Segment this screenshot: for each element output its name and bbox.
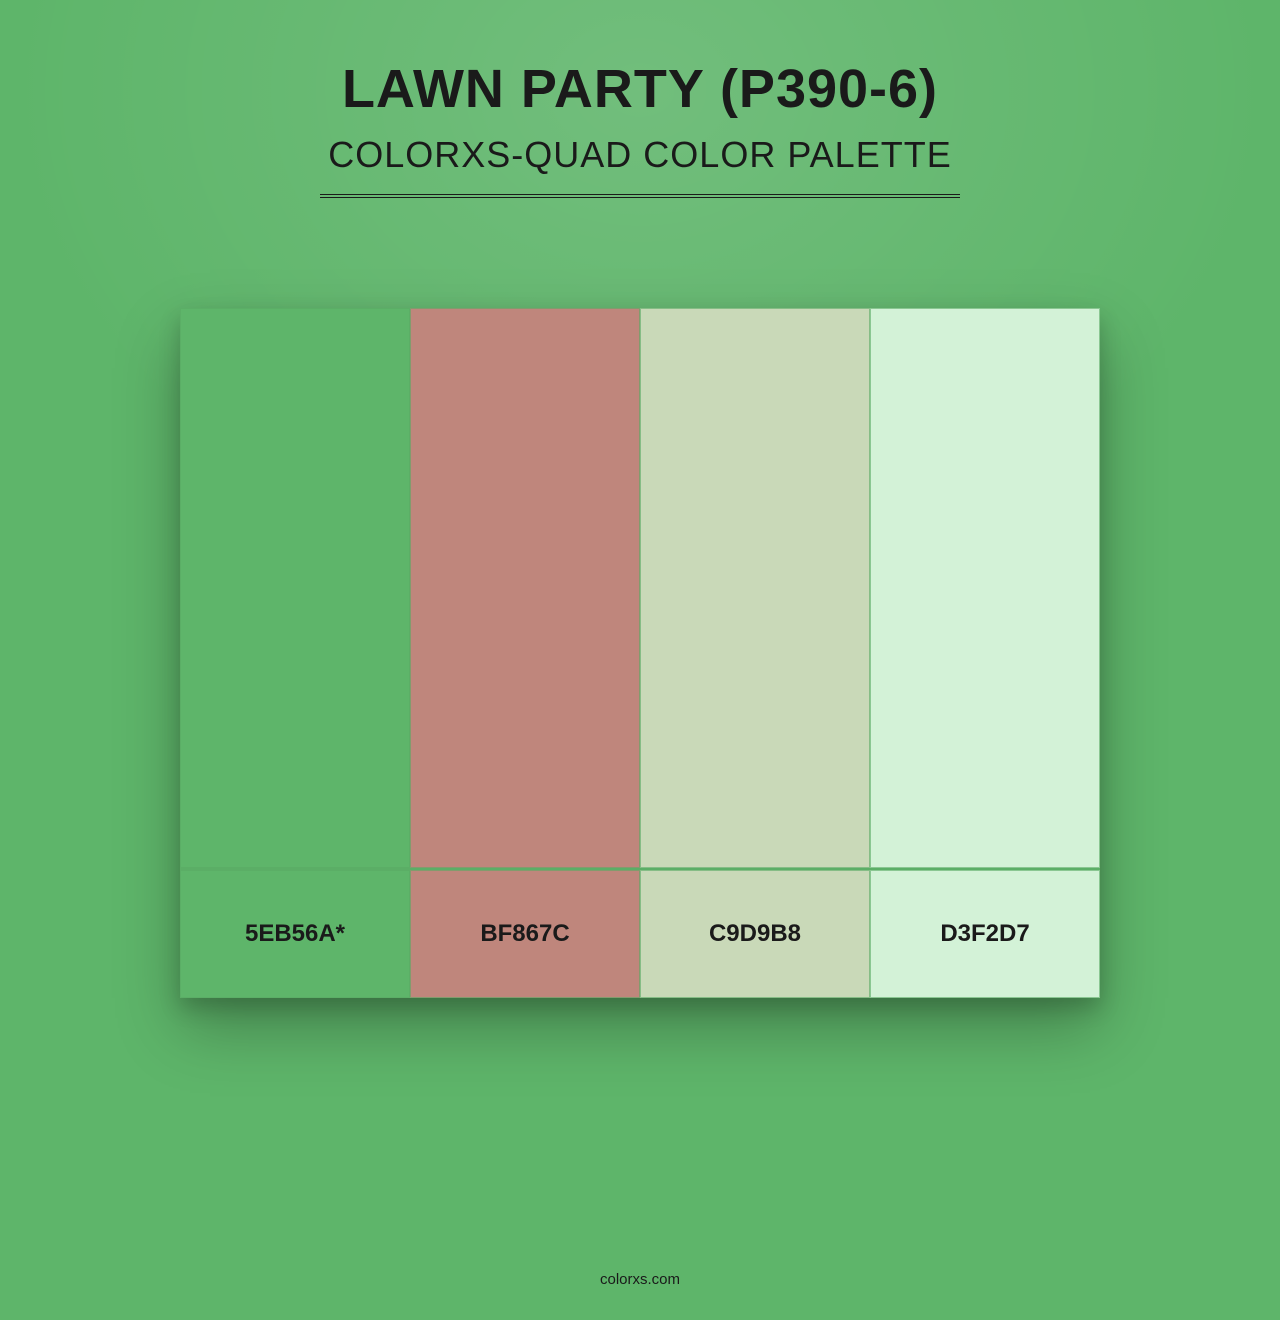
palette-subtitle: COLORXS-QUAD COLOR PALETTE [328, 134, 951, 176]
palette-card: LAWN PARTY (P390-6) COLORXS-QUAD COLOR P… [0, 0, 1280, 1320]
swatch-label-0: 5EB56A* [180, 870, 410, 998]
label-row: 5EB56A* BF867C C9D9B8 D3F2D7 [180, 868, 1100, 998]
swatch-label-3: D3F2D7 [870, 870, 1100, 998]
title-divider [320, 194, 960, 198]
swatch-0 [180, 308, 410, 868]
swatch-label-1: BF867C [410, 870, 640, 998]
swatch-row [180, 308, 1100, 868]
swatch-label-2: C9D9B8 [640, 870, 870, 998]
palette-container: 5EB56A* BF867C C9D9B8 D3F2D7 [180, 308, 1100, 998]
palette-title: LAWN PARTY (P390-6) [342, 58, 938, 120]
swatch-2 [640, 308, 870, 868]
attribution-text: colorxs.com [0, 1271, 1280, 1288]
swatch-1 [410, 308, 640, 868]
swatch-3 [870, 308, 1100, 868]
